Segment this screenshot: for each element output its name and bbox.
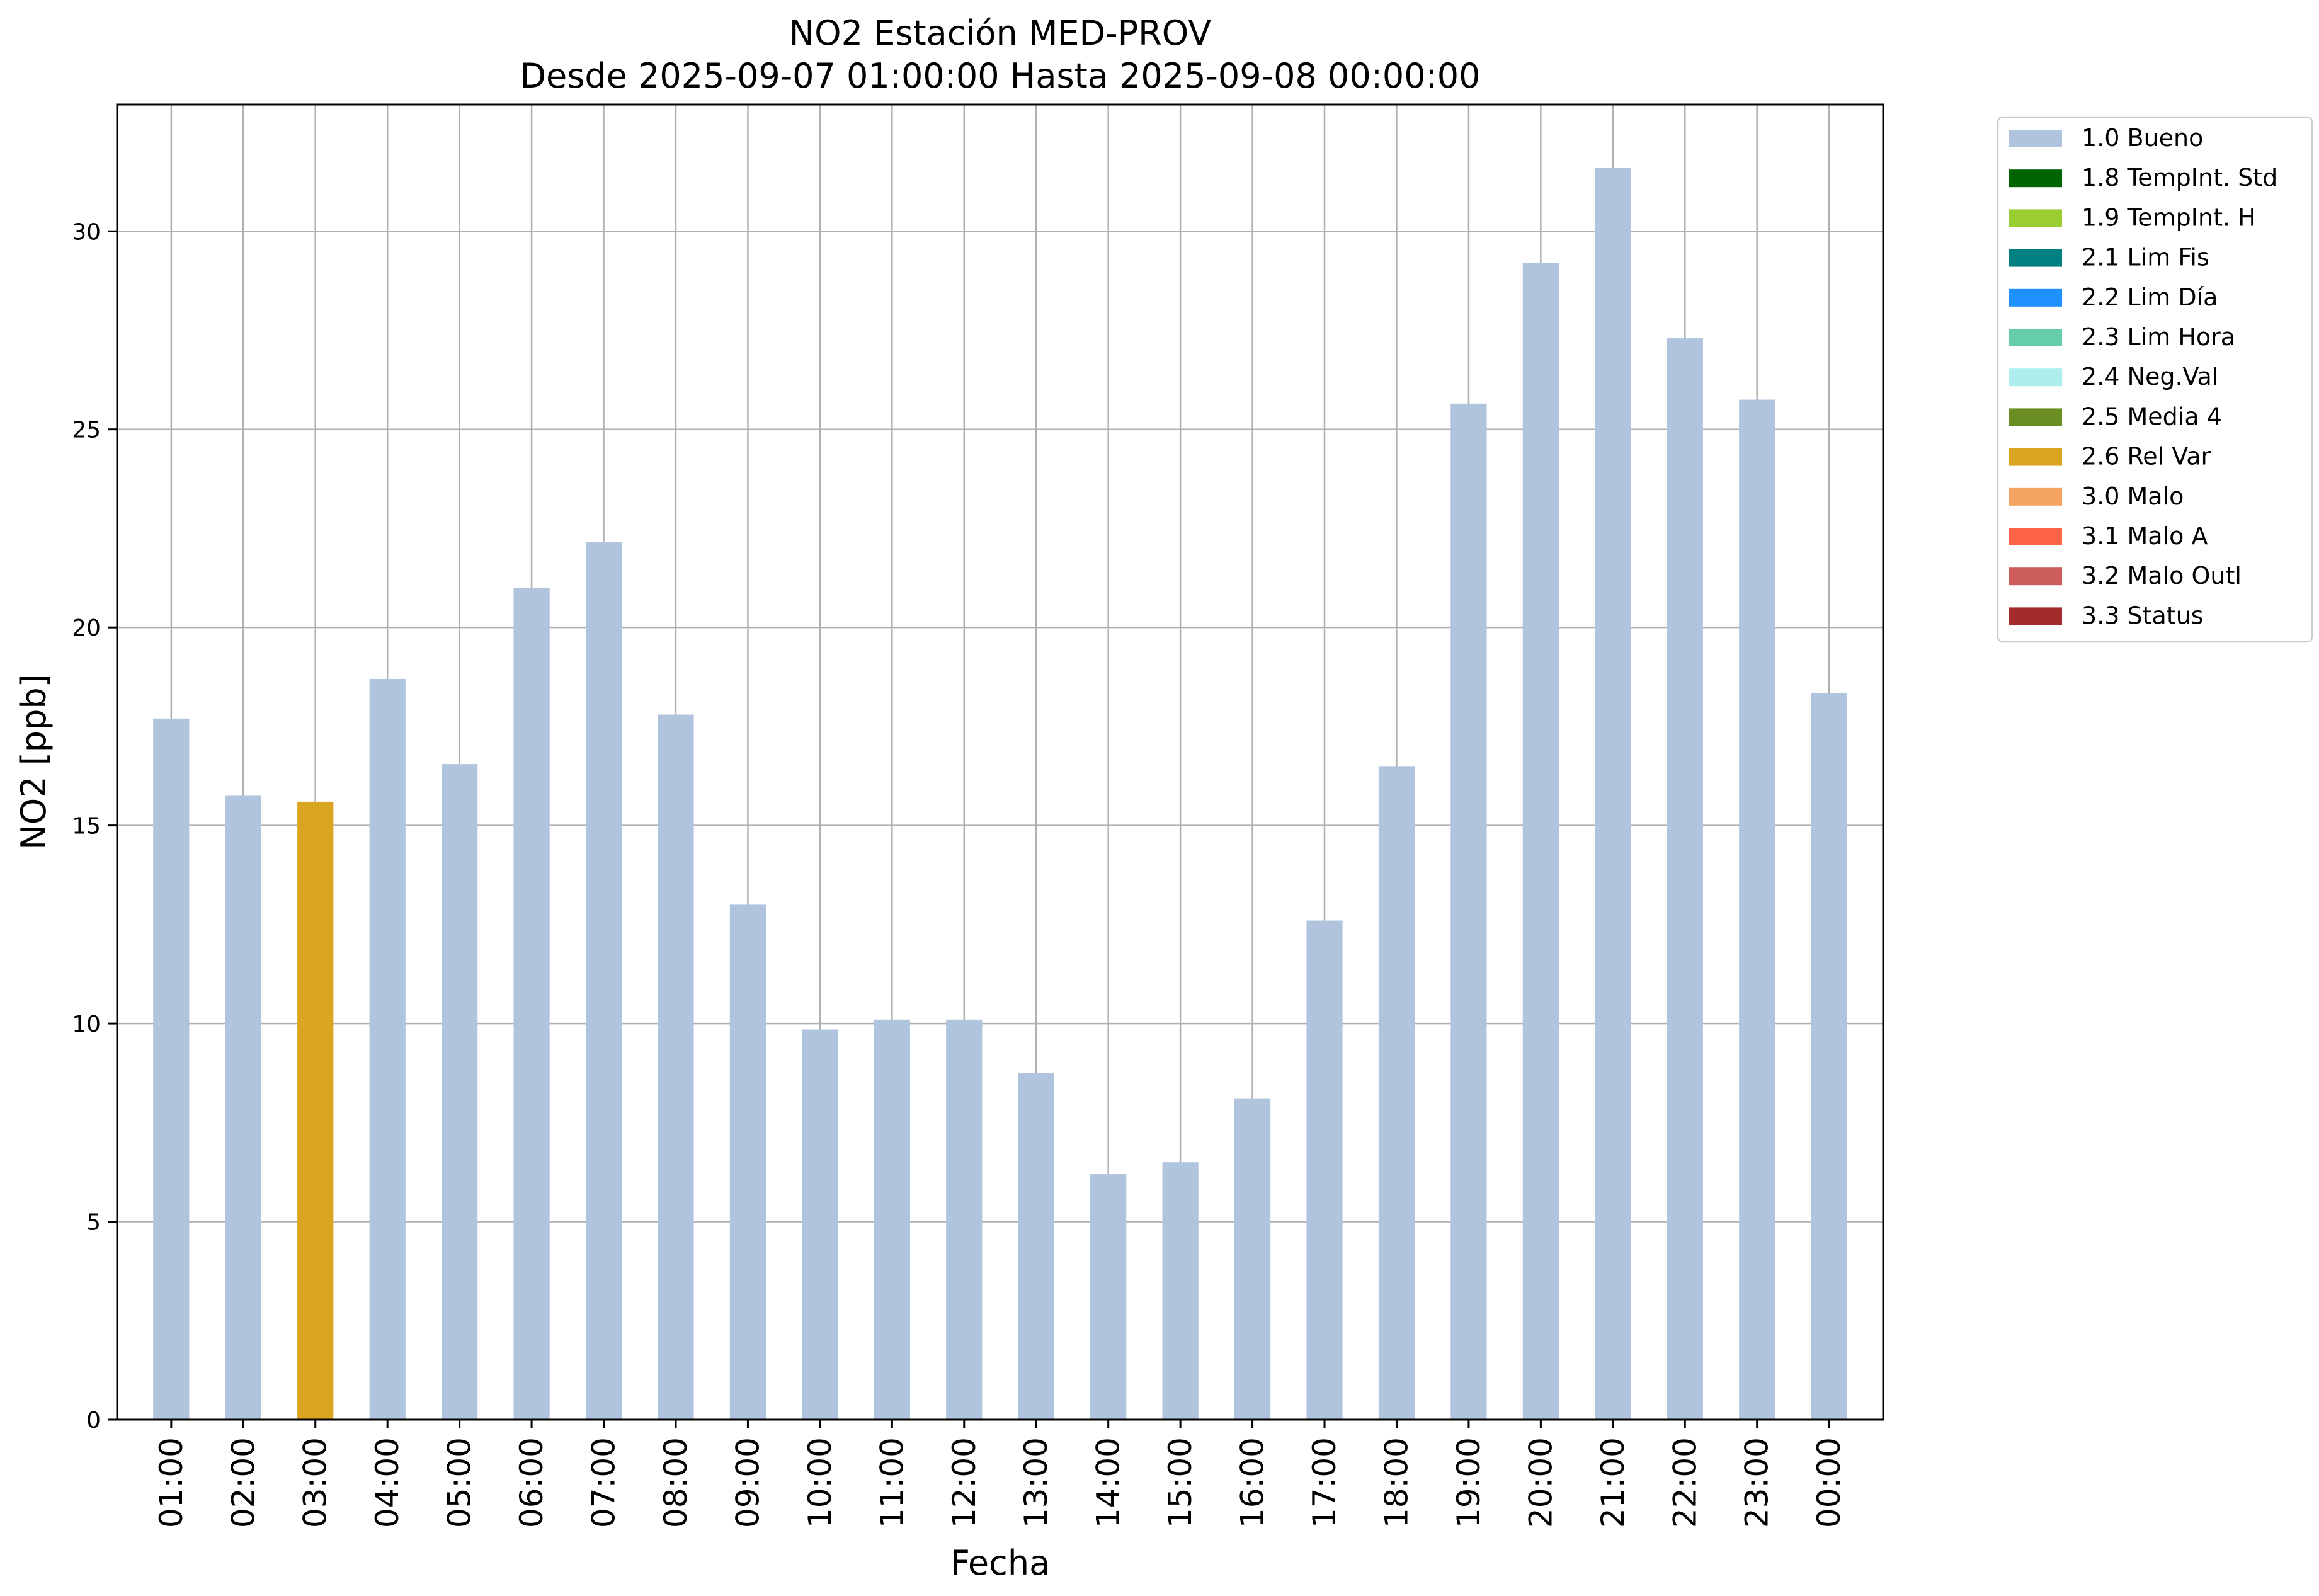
x-tick-label: 03:00 xyxy=(297,1437,334,1528)
bar xyxy=(513,588,550,1420)
legend-swatch xyxy=(2009,528,2062,545)
legend-label: 3.1 Malo A xyxy=(2082,522,2208,550)
legend-label: 2.4 Neg.Val xyxy=(2082,363,2218,390)
x-tick-label: 00:00 xyxy=(1811,1437,1847,1528)
bars xyxy=(153,168,1847,1420)
x-tick-label: 22:00 xyxy=(1667,1437,1703,1528)
bar xyxy=(1595,168,1631,1420)
legend-swatch xyxy=(2009,487,2062,506)
legend-label: 2.2 Lim Día xyxy=(2082,283,2218,311)
bar xyxy=(658,714,694,1420)
x-tick-label: 11:00 xyxy=(874,1437,910,1528)
y-tick-label: 25 xyxy=(72,418,101,443)
bar xyxy=(946,1019,983,1420)
legend-label: 2.1 Lim Fis xyxy=(2082,244,2209,271)
legend: 1.0 Bueno 1.8 TempInt. Std 1.9 TempInt. H 2… xyxy=(1997,116,2313,643)
y-tick-label: 15 xyxy=(72,814,101,840)
legend-label: 2.6 Rel Var xyxy=(2082,443,2211,470)
x-axis-ticks: 01:00 02:00 03:00 04:00 05:00 06:00 07:00 08:00… xyxy=(153,1420,1847,1528)
bar xyxy=(1739,399,1775,1420)
legend-label: 2.5 Media 4 xyxy=(2082,402,2222,430)
bar xyxy=(1450,403,1487,1420)
y-tick-label: 5 xyxy=(86,1210,101,1236)
bar xyxy=(1162,1162,1199,1420)
legend-swatch xyxy=(2009,607,2062,625)
legend-swatch xyxy=(2009,209,2062,227)
bar xyxy=(1018,1073,1054,1420)
x-tick-label: 06:00 xyxy=(513,1437,550,1528)
x-tick-label: 23:00 xyxy=(1739,1437,1775,1528)
legend-swatch xyxy=(2009,169,2062,188)
bar xyxy=(1667,338,1703,1420)
bar xyxy=(874,1019,910,1420)
legend-swatch xyxy=(2009,567,2062,586)
legend-label: 1.9 TempInt. H xyxy=(2082,203,2256,231)
legend-label: 1.8 TempInt. Std xyxy=(2082,164,2277,191)
legend-frame xyxy=(1997,116,2313,643)
legend-swatch xyxy=(2009,130,2062,147)
x-tick-label: 01:00 xyxy=(153,1437,190,1528)
legend-swatch xyxy=(2009,329,2062,346)
x-tick-label: 10:00 xyxy=(802,1437,838,1528)
legend-label: 3.0 Malo xyxy=(2082,482,2184,510)
legend-label: 3.2 Malo Outl xyxy=(2082,562,2242,590)
y-tick-label: 30 xyxy=(72,219,101,245)
plot-frame xyxy=(116,103,1884,1421)
y-axis-ticks: 0 5 10 15 20 25 30 xyxy=(72,219,117,1434)
y-tick-label: 10 xyxy=(72,1012,101,1037)
y-tick-label: 20 xyxy=(72,615,101,641)
bar xyxy=(585,542,622,1420)
bar xyxy=(1306,920,1343,1420)
bar xyxy=(369,678,406,1420)
bar xyxy=(802,1029,838,1420)
legend-label: 1.0 Bueno xyxy=(2082,124,2203,152)
x-tick-label: 07:00 xyxy=(586,1437,622,1528)
x-tick-label: 20:00 xyxy=(1522,1437,1559,1528)
bar xyxy=(1090,1174,1127,1420)
legend-swatch xyxy=(2009,368,2062,387)
bar xyxy=(1378,766,1415,1420)
x-tick-label: 02:00 xyxy=(225,1437,261,1528)
legend-swatch xyxy=(2009,288,2062,307)
bar xyxy=(153,718,190,1420)
x-tick-label: 17:00 xyxy=(1306,1437,1343,1528)
legend-label: 3.3 Status xyxy=(2082,601,2204,629)
bar xyxy=(297,801,334,1420)
x-tick-label: 05:00 xyxy=(442,1437,478,1528)
bar xyxy=(729,904,766,1420)
x-tick-label: 14:00 xyxy=(1090,1437,1127,1528)
x-tick-label: 09:00 xyxy=(729,1437,766,1528)
x-tick-label: 21:00 xyxy=(1595,1437,1631,1528)
y-axis-label: NO2 [ppb] xyxy=(14,674,54,850)
y-tick-label: 0 xyxy=(86,1408,101,1434)
x-tick-label: 04:00 xyxy=(369,1437,406,1528)
x-tick-label: 13:00 xyxy=(1018,1437,1054,1528)
chart-title-line2: Desde 2025-09-07 01:00:00 Hasta 2025-09-… xyxy=(520,56,1480,96)
x-tick-label: 15:00 xyxy=(1162,1437,1199,1528)
bar xyxy=(442,764,478,1420)
x-tick-label: 19:00 xyxy=(1450,1437,1487,1528)
legend-swatch xyxy=(2009,448,2062,466)
chart-title-line1: NO2 Estación MED-PROV xyxy=(789,13,1211,53)
bar xyxy=(1522,263,1559,1420)
legend-swatch xyxy=(2009,249,2062,267)
legend-label: 2.3 Lim Hora xyxy=(2082,323,2235,351)
bar xyxy=(1811,692,1847,1420)
legend-swatch xyxy=(2009,408,2062,426)
x-tick-label: 12:00 xyxy=(946,1437,983,1528)
x-tick-label: 16:00 xyxy=(1234,1437,1271,1528)
bar xyxy=(225,795,261,1420)
x-axis-label: Fecha xyxy=(950,1543,1050,1583)
x-tick-label: 18:00 xyxy=(1378,1437,1415,1528)
bar xyxy=(1234,1098,1271,1420)
x-tick-label: 08:00 xyxy=(658,1437,694,1528)
